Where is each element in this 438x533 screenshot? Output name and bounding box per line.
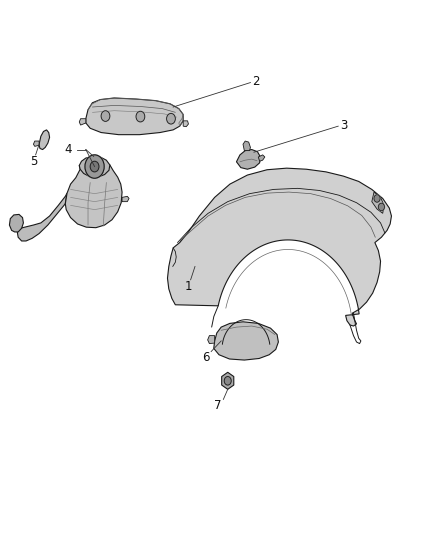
- Text: 3: 3: [341, 118, 348, 132]
- Text: 5: 5: [30, 155, 37, 168]
- Text: 7: 7: [214, 399, 222, 413]
- Text: 2: 2: [252, 75, 260, 88]
- Polygon shape: [86, 98, 183, 135]
- Circle shape: [101, 111, 110, 122]
- Polygon shape: [10, 214, 23, 232]
- Polygon shape: [33, 141, 39, 147]
- Circle shape: [136, 111, 145, 122]
- Polygon shape: [167, 168, 392, 326]
- Polygon shape: [222, 372, 234, 389]
- Polygon shape: [79, 157, 110, 177]
- Text: 1: 1: [185, 280, 192, 293]
- Polygon shape: [183, 121, 188, 127]
- Circle shape: [90, 161, 99, 172]
- Polygon shape: [79, 119, 86, 125]
- Polygon shape: [243, 141, 251, 151]
- Polygon shape: [214, 322, 279, 360]
- Polygon shape: [122, 196, 129, 201]
- Circle shape: [224, 376, 231, 385]
- Circle shape: [85, 155, 104, 178]
- Text: 4: 4: [65, 143, 72, 156]
- Circle shape: [166, 114, 175, 124]
- Polygon shape: [39, 130, 49, 150]
- Polygon shape: [237, 150, 261, 169]
- Polygon shape: [372, 192, 384, 213]
- Circle shape: [374, 195, 380, 202]
- Polygon shape: [208, 336, 215, 344]
- Polygon shape: [258, 155, 265, 161]
- Text: 6: 6: [202, 351, 210, 365]
- Polygon shape: [17, 193, 67, 241]
- Polygon shape: [65, 163, 122, 228]
- Circle shape: [378, 203, 385, 211]
